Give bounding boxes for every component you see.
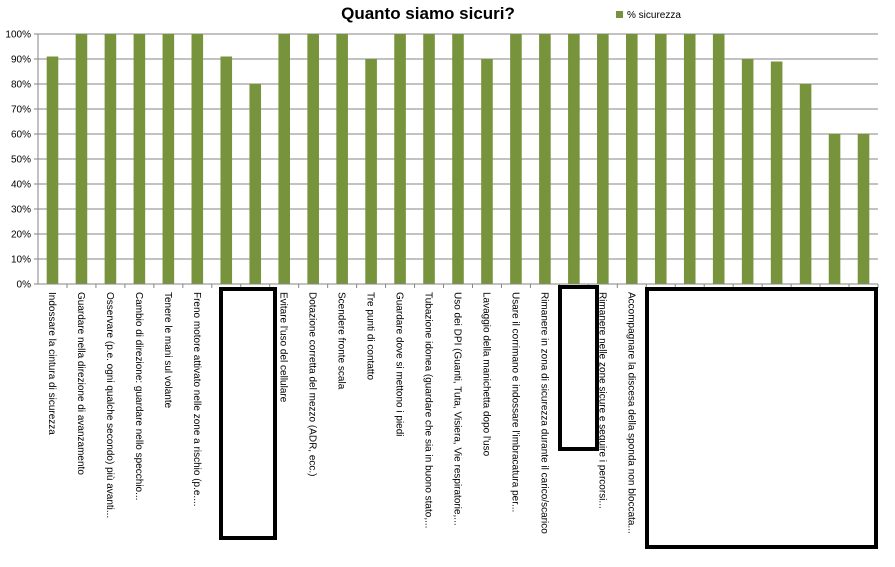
bar <box>597 34 609 284</box>
y-tick-label: 20% <box>11 230 31 241</box>
bar <box>626 34 638 284</box>
y-tick-label: 60% <box>11 130 31 141</box>
bar <box>394 34 406 284</box>
x-category-label: Lavaggio della manichetta dopo l'uso <box>480 292 491 457</box>
redaction-box <box>219 287 277 540</box>
x-category-label: Uso dei DPI (Guanti, Tuta, Visiera, Vie … <box>452 292 463 526</box>
bar <box>191 34 204 284</box>
bar <box>46 56 59 284</box>
y-tick-label: 90% <box>11 55 31 66</box>
x-category-label: Tre punti di contatto <box>365 292 376 380</box>
bar <box>857 134 870 284</box>
x-axis-categories: Indossare la cintura di sicurezza Guardar… <box>46 284 879 534</box>
bar <box>481 59 493 284</box>
bar <box>220 56 233 284</box>
bar <box>75 34 88 284</box>
x-category-label: Tubazione idonea (guardare che sia in bu… <box>423 292 434 528</box>
y-tick-label: 50% <box>11 155 31 166</box>
x-category-label: Guardare dove si mettono i piedi <box>394 292 405 437</box>
bar <box>799 84 812 284</box>
bar <box>307 34 319 284</box>
bar <box>510 34 522 284</box>
bar <box>423 34 435 284</box>
bar <box>278 34 290 284</box>
legend: % sicurezza <box>616 10 681 21</box>
y-tick-label: 30% <box>11 205 31 216</box>
x-category-label: Scendere fronte scala <box>336 292 347 390</box>
redaction-boxes <box>219 285 878 549</box>
x-category-label: Accompagnare la discesa della sponda non… <box>625 292 636 534</box>
legend-swatch <box>616 11 623 18</box>
y-tick-label: 70% <box>11 105 31 116</box>
bar <box>539 34 551 284</box>
bar <box>162 34 175 284</box>
x-category-label: Osservare (p.e. ogni qualche secondo) pi… <box>104 292 115 518</box>
y-axis-ticks: 0% 10% 20% 30% 40% 50% 60% 70% 80% 90% 100% <box>5 30 38 291</box>
bar <box>133 34 146 284</box>
chart-title: Quanto siamo sicuri? <box>341 4 515 23</box>
bar-series <box>46 34 870 284</box>
bar <box>712 34 725 284</box>
bar <box>365 59 377 284</box>
y-tick-label: 80% <box>11 80 31 91</box>
y-tick-label: 10% <box>11 255 31 266</box>
x-category-label: Rimanere nelle zone sicure e seguire i p… <box>596 292 607 509</box>
x-category-label: Usare il corrimano e indossare l'imbraca… <box>509 292 520 512</box>
redaction-box <box>558 285 599 451</box>
x-category-label: Guardare nella direzione di avanzamento <box>75 292 86 475</box>
x-category-label: Cambio di direzione: guardare nello spec… <box>133 292 144 500</box>
y-tick-label: 100% <box>5 30 31 41</box>
bar <box>336 34 348 284</box>
bar <box>741 59 754 284</box>
bar <box>683 34 696 284</box>
bar <box>249 84 262 284</box>
legend-label: % sicurezza <box>627 10 681 21</box>
x-category-label: Tenere le mani sul volante <box>162 292 173 409</box>
bar <box>104 34 117 284</box>
bar <box>828 134 841 284</box>
y-tick-label: 40% <box>11 180 31 191</box>
y-tick-label: 0% <box>17 280 32 291</box>
bar <box>452 34 464 284</box>
x-category-label: Evitare l'uso del cellulare <box>278 292 289 403</box>
x-category-label: Freno motore attivato nelle zone a risch… <box>191 292 202 507</box>
bar <box>568 34 580 284</box>
x-category-label: Rimanere in zona di sicurezza durante il… <box>538 292 549 534</box>
bar <box>654 34 667 284</box>
x-category-label: Dotazione corretta del mezzo (ADR, ecc.) <box>307 292 318 477</box>
x-category-label: Indossare la cintura di sicurezza <box>46 292 57 435</box>
bar <box>770 61 783 284</box>
redaction-box <box>645 287 878 549</box>
